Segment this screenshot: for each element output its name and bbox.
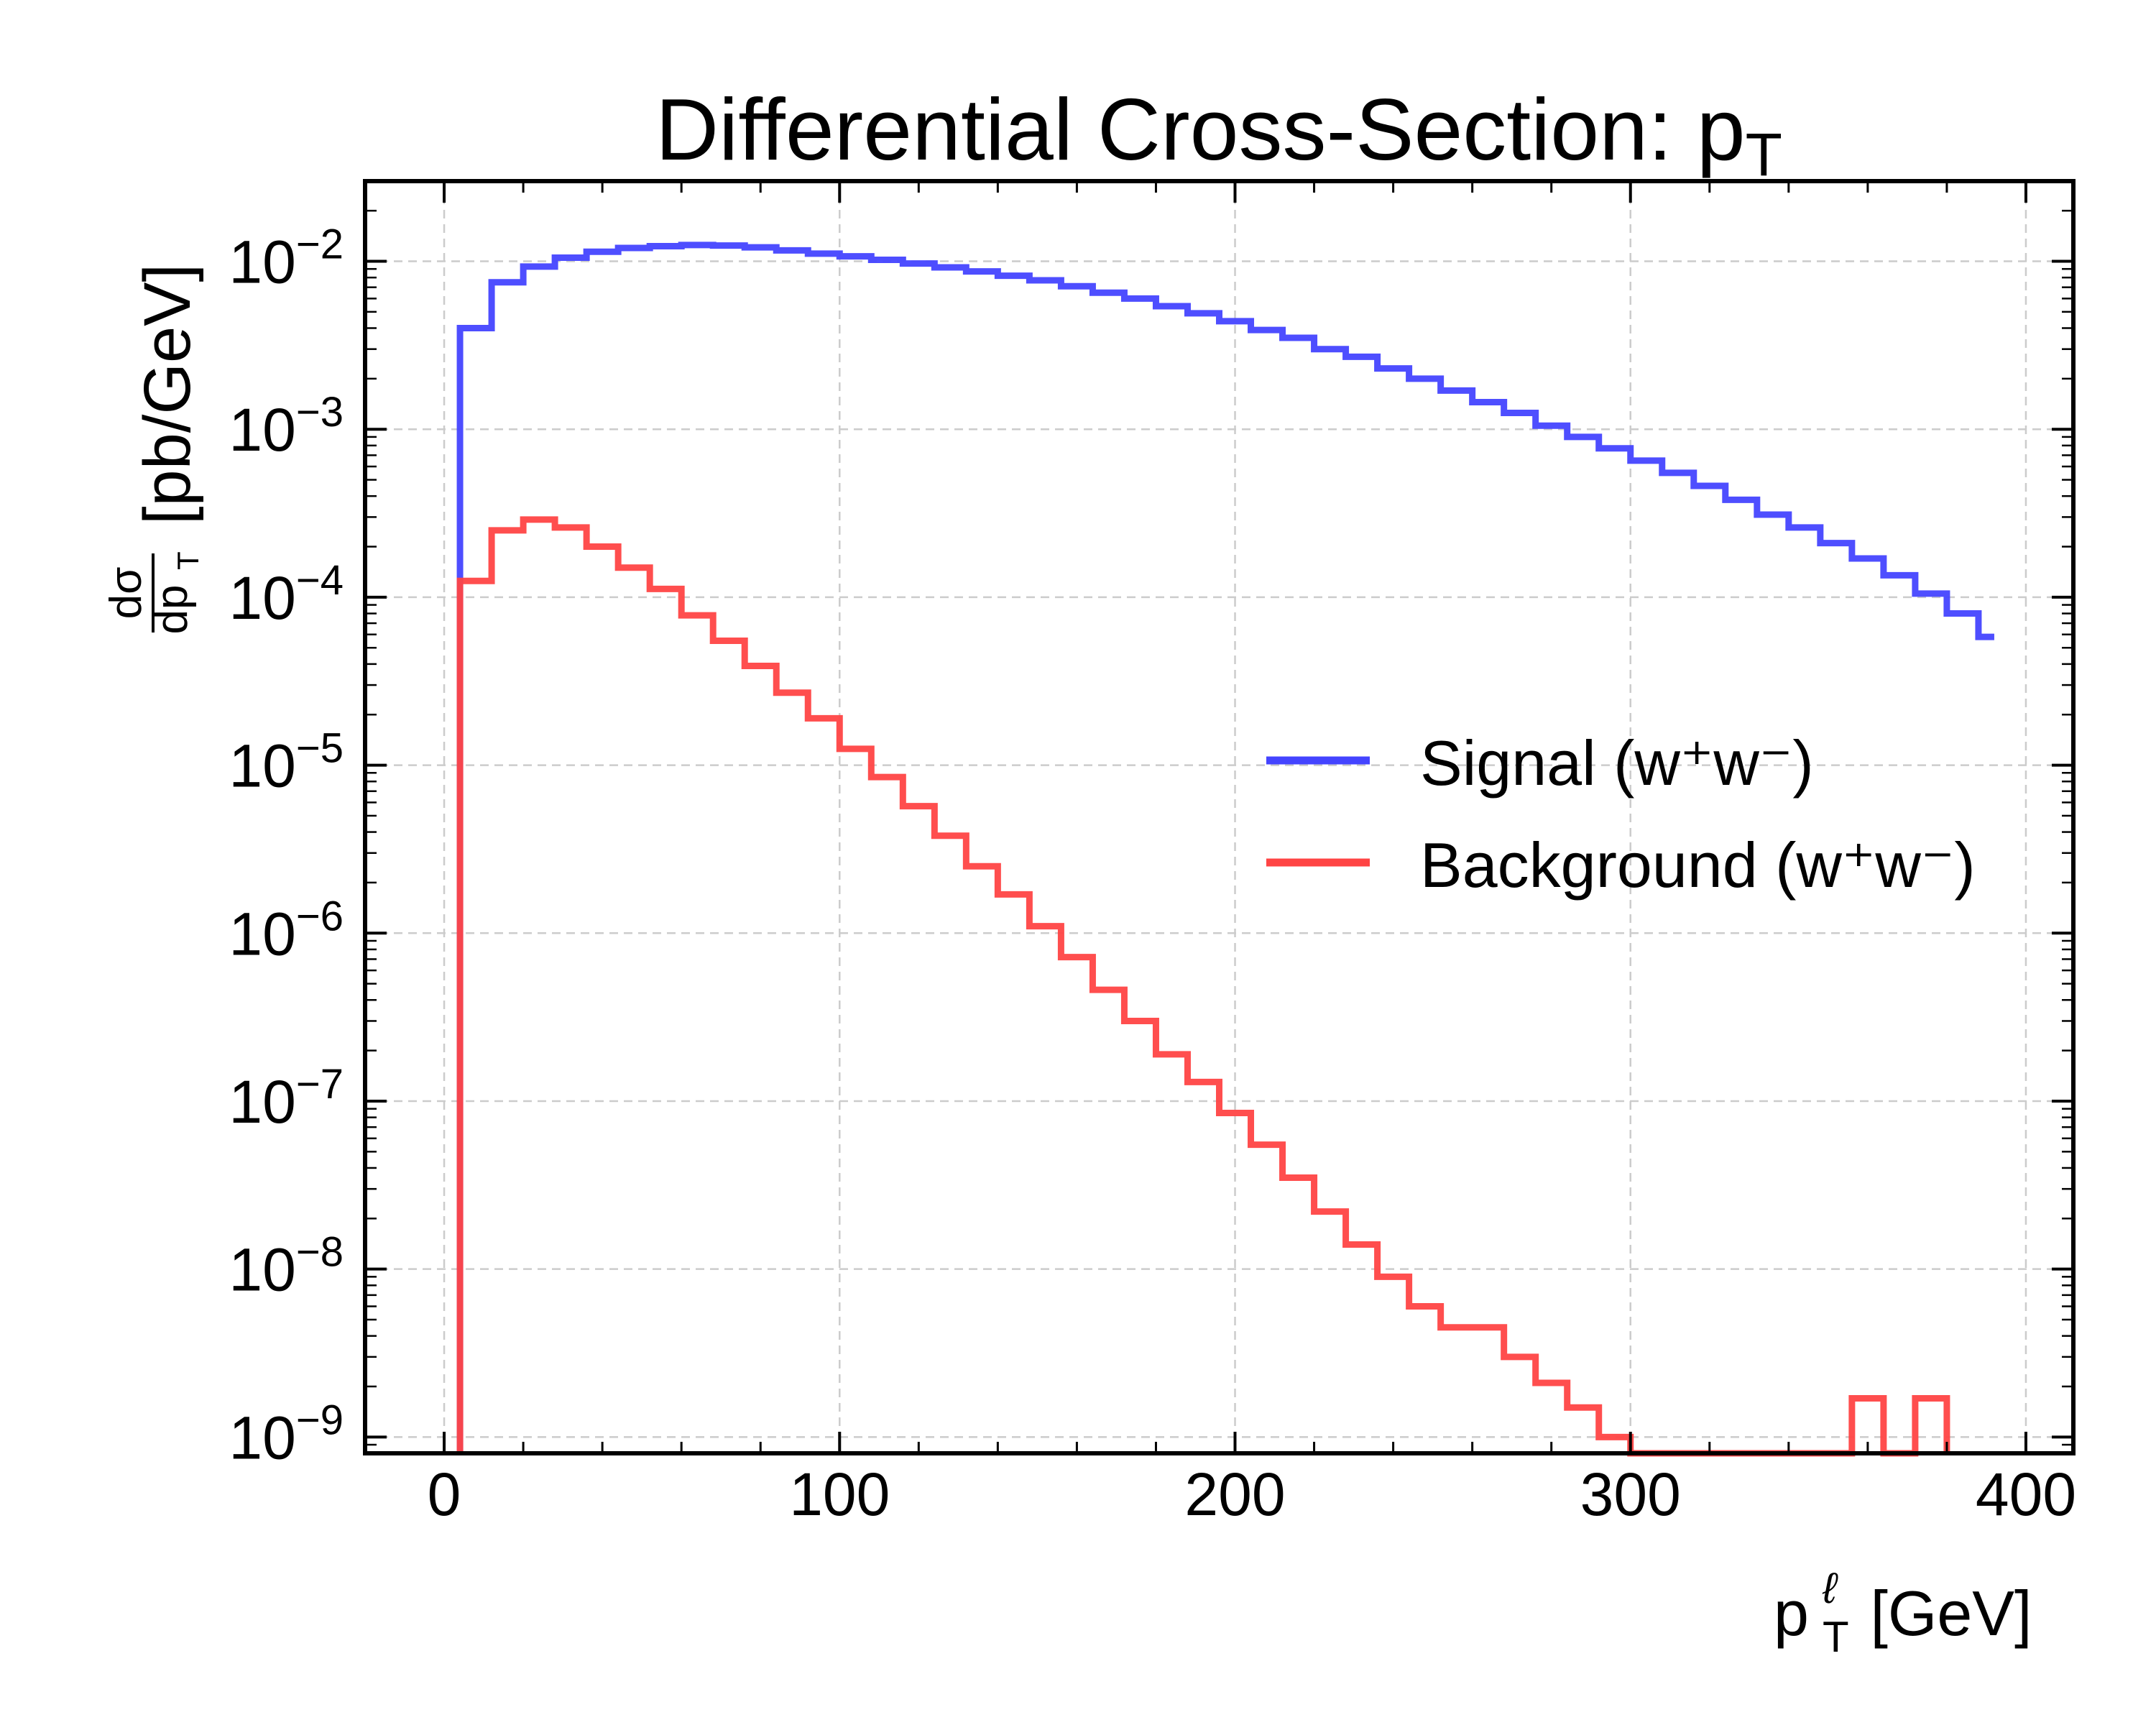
- y-tick-label-exponent: −3: [296, 389, 344, 436]
- legend-label-background: Background (w⁺w⁻): [1420, 829, 1976, 901]
- y-tick-label: 10−2: [229, 221, 344, 296]
- y-tick-label-base: 10: [229, 1236, 295, 1304]
- y-tick-label-exponent: −5: [296, 725, 344, 772]
- x-tick-label: 400: [1976, 1460, 2076, 1528]
- y-tick-label-exponent: −8: [296, 1229, 344, 1276]
- x-tick-label: 300: [1580, 1460, 1681, 1528]
- plot-frame: [363, 179, 2076, 1455]
- signal-histogram: [456, 242, 1994, 1453]
- x-label-superscript: ℓ: [1822, 1564, 1838, 1612]
- legend-label-signal: Signal (w⁺w⁻): [1420, 727, 1814, 799]
- chart-title: Differential Cross-Section: pT: [655, 80, 1782, 188]
- y-tick-label-exponent: −2: [296, 221, 344, 268]
- y-tick-label-base: 10: [229, 1068, 295, 1136]
- y-tick-label: 10−6: [229, 893, 344, 967]
- y-tick-label-base: 10: [229, 732, 295, 800]
- y-label-numerator: dσ: [101, 567, 151, 620]
- x-tick-labels: 0 100 200 300 400: [428, 1460, 2076, 1528]
- y-tick-label-exponent: −4: [296, 557, 344, 604]
- y-label-unit: [pb/GeV]: [131, 264, 204, 525]
- y-tick-label-base: 10: [229, 564, 295, 632]
- y-tick-label: 10−8: [229, 1229, 344, 1304]
- x-tick-label: 0: [428, 1460, 461, 1528]
- y-tick-label-base: 10: [229, 1404, 295, 1471]
- y-label-denominator: dp: [147, 585, 197, 635]
- y-tick-label-base: 10: [229, 900, 295, 967]
- x-label-unit: [GeV]: [1853, 1578, 2032, 1649]
- y-tick-label-exponent: −6: [296, 893, 344, 939]
- y-tick-label: 10−5: [229, 725, 344, 800]
- x-axis-label: p ℓ T [GeV]: [1774, 1564, 2032, 1661]
- y-axis-label: dσ dp T [pb/GeV]: [101, 264, 205, 635]
- plot-series: [456, 242, 1994, 1457]
- x-label-subscript: T: [1823, 1613, 1849, 1661]
- y-tick-label-base: 10: [229, 229, 295, 296]
- legend: Signal (w⁺w⁻) Background (w⁺w⁻): [1266, 727, 1976, 901]
- y-tick-label: 10−3: [229, 389, 344, 464]
- chart-title-text: Differential Cross-Section: p: [655, 80, 1746, 178]
- x-tick-label: 100: [789, 1460, 890, 1528]
- y-tick-labels: 10−910−810−710−610−510−410−310−2: [229, 221, 344, 1472]
- y-tick-label-base: 10: [229, 396, 295, 464]
- chart-title-subscript: T: [1746, 121, 1782, 188]
- y-label-denominator-subscript: T: [171, 551, 205, 570]
- y-tick-label-exponent: −7: [296, 1061, 344, 1108]
- background-histogram: [456, 516, 1950, 1457]
- grid-lines: [365, 181, 2073, 1453]
- x-label-p: p: [1774, 1578, 1809, 1649]
- axis-ticks: [365, 181, 2073, 1453]
- y-tick-label: 10−9: [229, 1397, 344, 1471]
- y-tick-label-exponent: −9: [296, 1397, 344, 1443]
- y-tick-label: 10−4: [229, 557, 344, 632]
- x-tick-label: 200: [1184, 1460, 1285, 1528]
- y-tick-label: 10−7: [229, 1061, 344, 1136]
